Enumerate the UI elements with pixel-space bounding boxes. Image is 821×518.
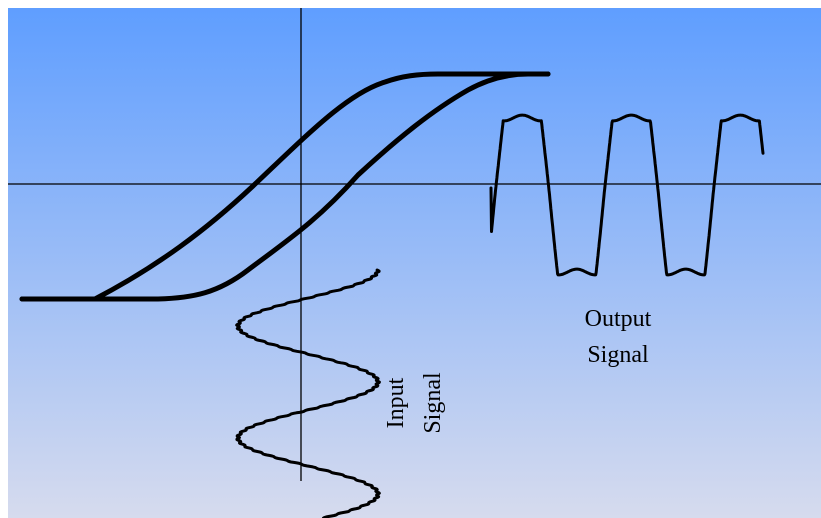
- output-label-line2: Signal: [587, 342, 649, 368]
- hysteresis-diagram: Output Signal Input Signal: [8, 8, 821, 518]
- output-label-line1: Output: [585, 306, 652, 332]
- diagram-background: [8, 8, 821, 518]
- diagram-frame: Output Signal Input Signal: [8, 8, 821, 518]
- input-signal-waveform: [235, 268, 381, 518]
- hysteresis-lower-branch: [19, 71, 551, 302]
- output-signal-waveform: [489, 113, 765, 277]
- hysteresis-upper-branch: [19, 71, 551, 302]
- input-label-line2: Signal: [420, 372, 446, 434]
- input-label-line1: Input: [383, 377, 409, 428]
